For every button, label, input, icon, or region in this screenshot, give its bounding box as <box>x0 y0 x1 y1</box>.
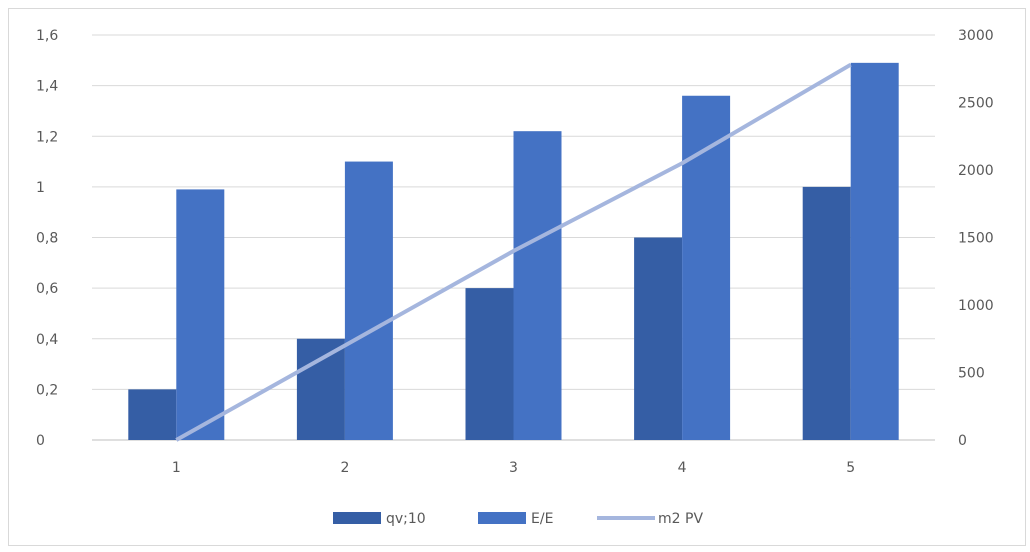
x-tick-label: 5 <box>846 460 855 476</box>
bar-e-e <box>513 131 562 440</box>
bar-e-e <box>344 161 393 440</box>
bar-qv-10 <box>465 288 514 440</box>
bar-qv-10 <box>296 338 345 440</box>
line-m2-pv <box>175 62 852 442</box>
y-left-tick-label: 1,6 <box>36 28 58 44</box>
legend: qv;10 E/E m2 PV <box>333 511 703 527</box>
y-left-tick-label: 1 <box>36 180 45 196</box>
bar-e-e <box>682 95 731 440</box>
y-left-tick-label: 1,2 <box>36 129 58 145</box>
x-tick-label: 4 <box>678 460 687 476</box>
x-tick-label: 1 <box>172 460 181 476</box>
legend-swatch <box>333 512 381 524</box>
y-right-tick-label: 500 <box>958 366 985 382</box>
y-left-tick-label: 0,6 <box>36 281 58 297</box>
x-tick-label: 3 <box>509 460 518 476</box>
y-left-tick-label: 0,8 <box>36 231 58 247</box>
bar-e-e <box>176 189 225 440</box>
legend-label: E/E <box>531 511 553 527</box>
y-right-tick-label: 1000 <box>958 298 994 314</box>
y-left-tick-label: 0,4 <box>36 332 58 348</box>
y-right-tick-label: 0 <box>958 433 967 449</box>
tick-labels: 0 0,2 0,4 0,6 0,8 1 1,2 1,4 1,6 0 500 1000 1500 2000 2… <box>36 28 994 476</box>
y-left-tick-label: 1,4 <box>36 79 58 95</box>
legend-label: m2 PV <box>658 511 703 527</box>
bar-e-e <box>850 62 899 440</box>
bars <box>128 62 899 440</box>
legend-label: qv;10 <box>386 511 426 527</box>
legend-swatch <box>478 512 526 524</box>
y-right-tick-label: 2000 <box>958 163 994 179</box>
y-right-tick-label: 1500 <box>958 231 994 247</box>
bar-qv-10 <box>634 237 683 440</box>
x-tick-label: 2 <box>340 460 349 476</box>
bar-qv-10 <box>128 389 177 440</box>
y-left-tick-label: 0,2 <box>36 382 58 398</box>
y-right-tick-label: 3000 <box>958 28 994 44</box>
line-series <box>175 62 852 442</box>
y-right-tick-label: 2500 <box>958 96 994 112</box>
bar-qv-10 <box>802 186 851 440</box>
y-left-tick-label: 0 <box>36 433 45 449</box>
